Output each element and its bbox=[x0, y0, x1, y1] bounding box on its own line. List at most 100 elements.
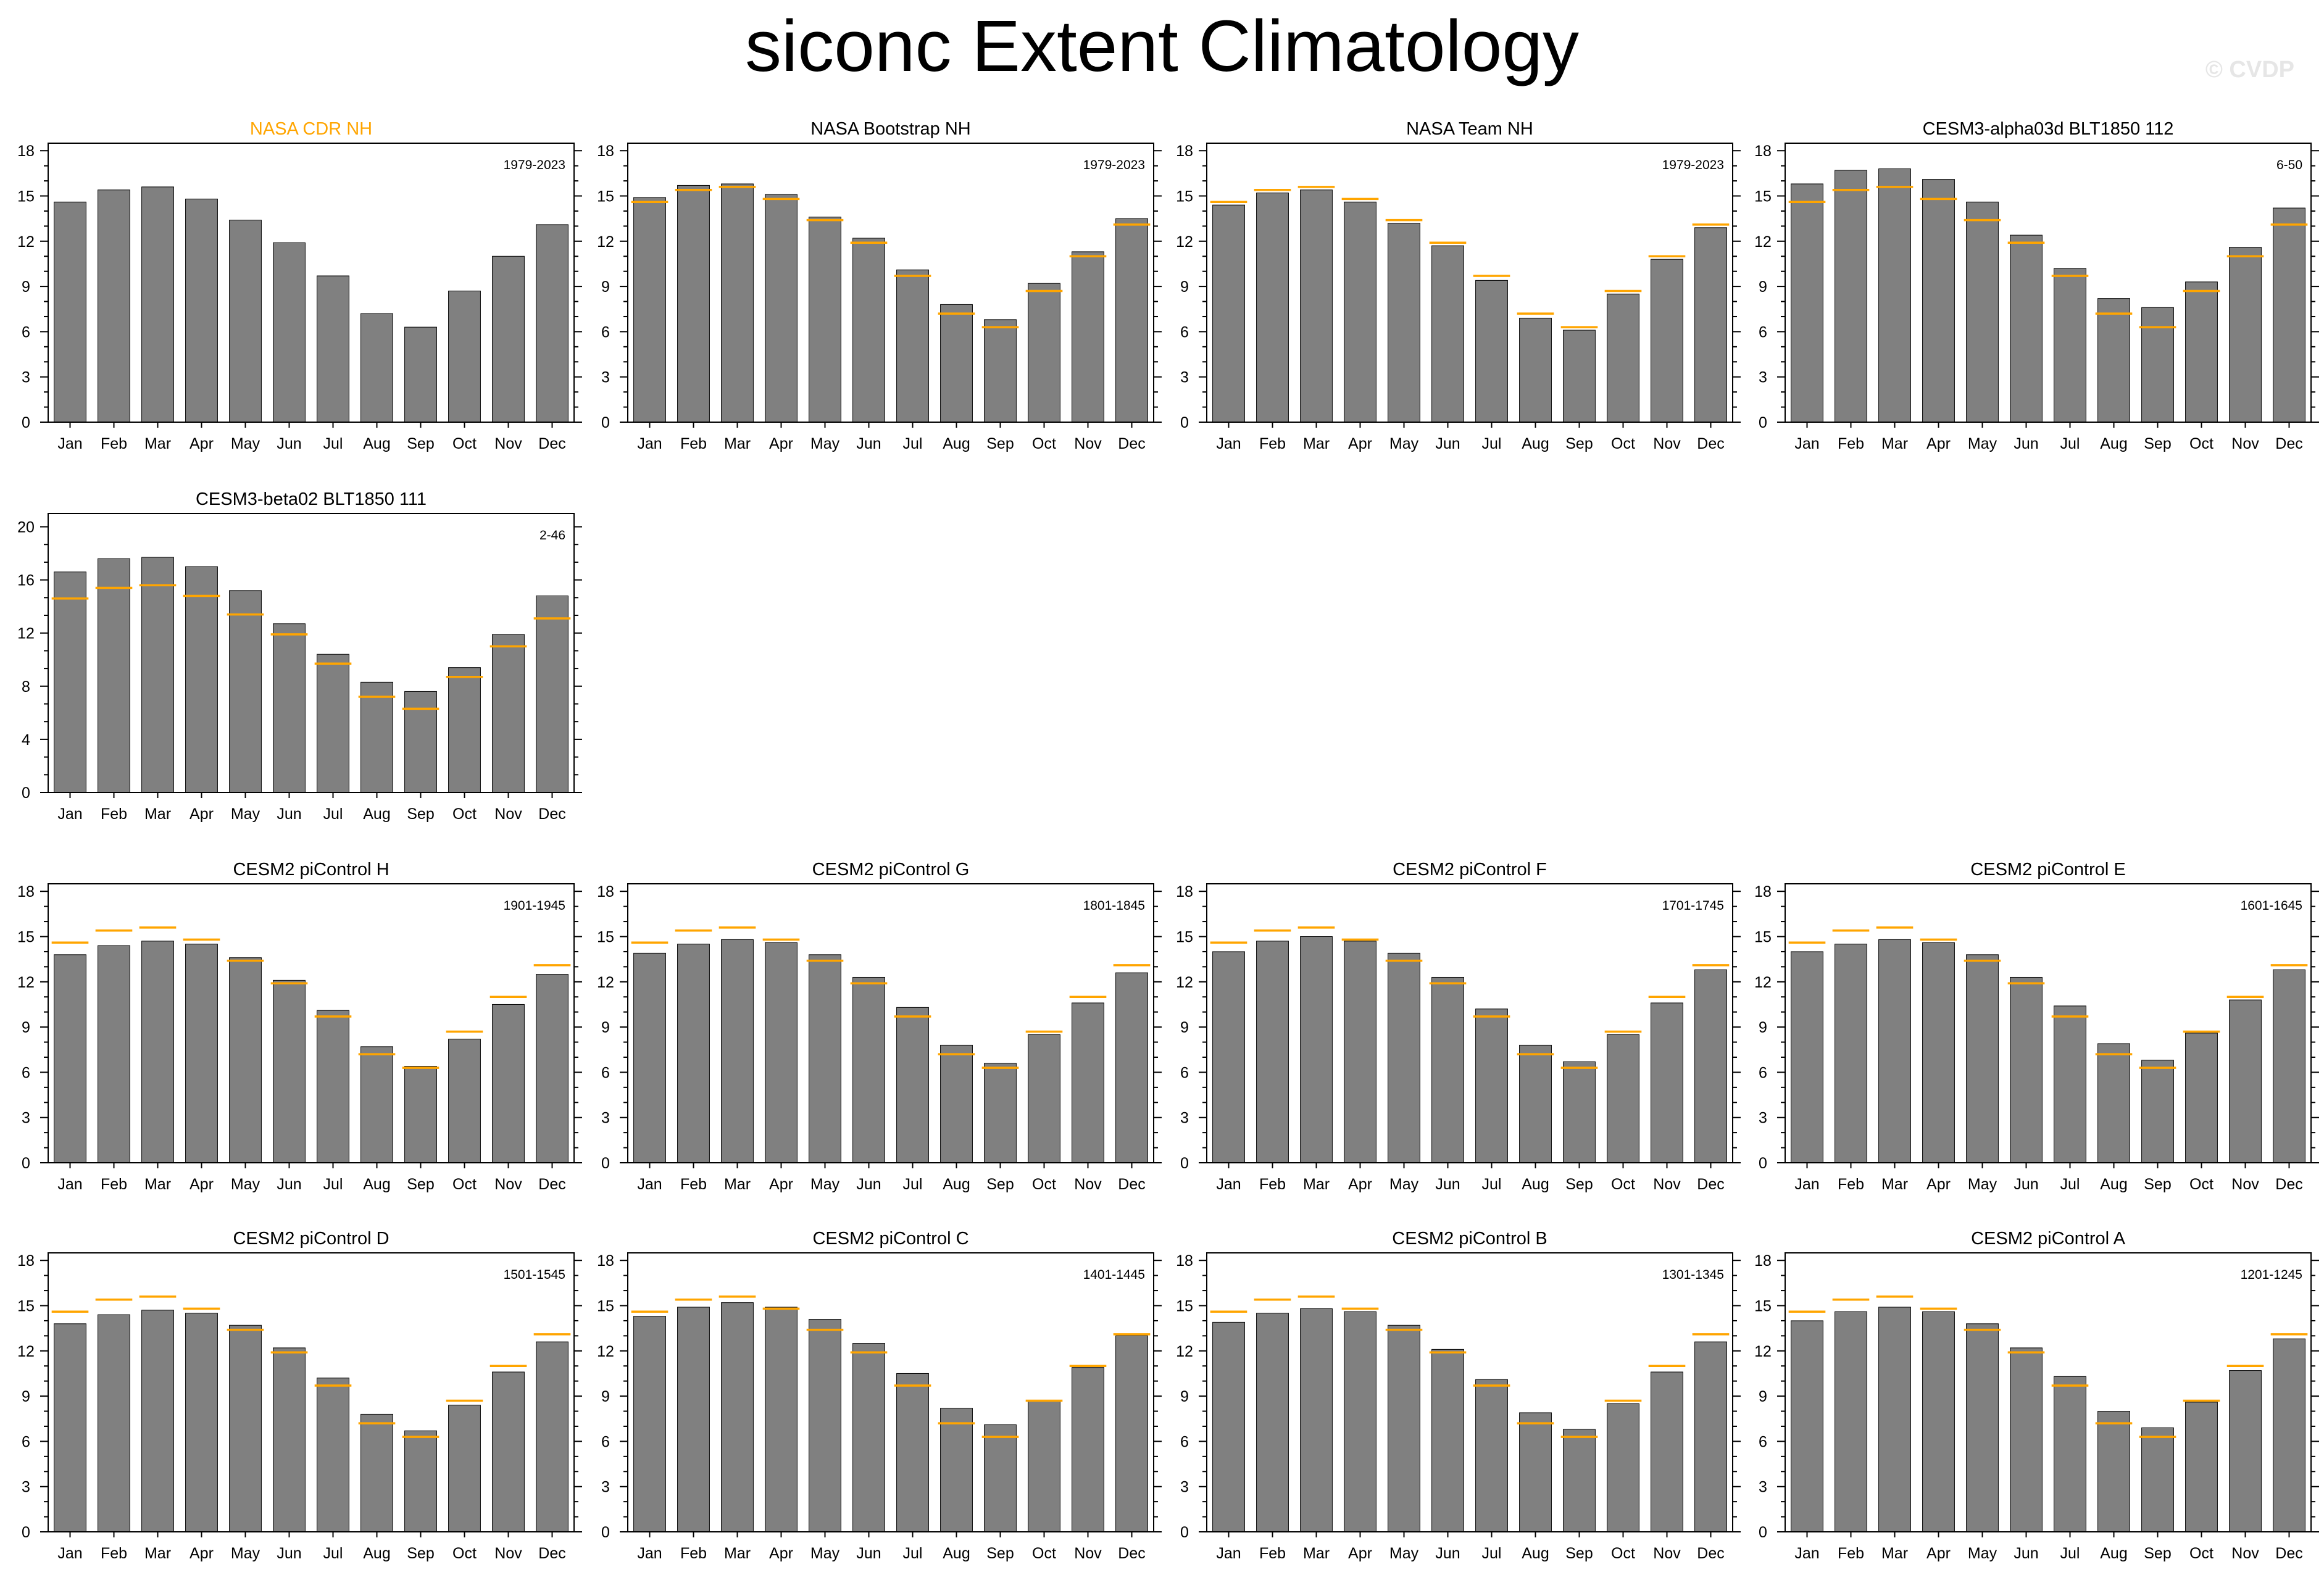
x-tick-label: Mar bbox=[1303, 435, 1330, 452]
period-label: 2-46 bbox=[539, 528, 565, 542]
x-tick-label: Dec bbox=[538, 1545, 565, 1562]
bar bbox=[1519, 1044, 1552, 1163]
bar bbox=[1115, 218, 1148, 423]
bar bbox=[2185, 281, 2218, 423]
x-tick-label: Oct bbox=[452, 805, 477, 823]
bar bbox=[1878, 1307, 1911, 1532]
bar bbox=[98, 1314, 130, 1532]
x-tick-label: Aug bbox=[363, 1176, 390, 1193]
y-tick-label: 12 bbox=[597, 233, 614, 251]
x-tick-label: Nov bbox=[1653, 1545, 1681, 1562]
x-tick-label: Aug bbox=[943, 1545, 970, 1562]
bar bbox=[273, 1347, 306, 1532]
y-tick-label: 9 bbox=[22, 1019, 30, 1036]
period-label: 1401-1445 bbox=[1083, 1268, 1145, 1282]
x-tick-label: Sep bbox=[986, 1545, 1014, 1562]
chart-panel: CESM2 piControl D 0 3 6 9 12 15 18 Jan Feb Mar Apr M… bbox=[17, 1229, 582, 1562]
x-tick-label: Aug bbox=[2100, 1545, 2127, 1562]
x-tick-label: Apr bbox=[1926, 435, 1951, 452]
x-tick-label: Feb bbox=[1838, 435, 1864, 452]
x-tick-label: May bbox=[231, 1545, 260, 1562]
y-tick-label: 20 bbox=[17, 519, 35, 536]
y-tick-label: 3 bbox=[601, 1110, 610, 1127]
x-tick-label: Jul bbox=[1482, 435, 1502, 452]
y-tick-label: 9 bbox=[1180, 1388, 1189, 1405]
bar bbox=[492, 634, 525, 793]
bar bbox=[1028, 1034, 1060, 1163]
bar bbox=[273, 242, 306, 423]
x-tick-label: Feb bbox=[101, 1545, 127, 1562]
y-tick-label: 6 bbox=[22, 323, 30, 341]
chart-panel: CESM3-beta02 BLT1850 111 0 4 8 12 16 20 Jan Feb M… bbox=[17, 489, 582, 823]
x-tick-label: Feb bbox=[101, 805, 127, 823]
y-tick-label: 15 bbox=[1754, 188, 1772, 206]
x-tick-label: Sep bbox=[1565, 435, 1593, 452]
y-tick-label: 9 bbox=[22, 278, 30, 296]
plot-frame bbox=[1206, 1252, 1733, 1532]
y-tick-label: 6 bbox=[1180, 1064, 1189, 1081]
bar bbox=[1694, 227, 1727, 423]
y-tick-label: 12 bbox=[597, 1343, 614, 1360]
bar bbox=[2097, 1043, 2130, 1163]
x-tick-label: Dec bbox=[2275, 1176, 2302, 1193]
y-tick-label: 0 bbox=[22, 784, 30, 802]
bar bbox=[536, 974, 569, 1163]
y-tick-label: 3 bbox=[1759, 1479, 1767, 1496]
bar bbox=[1607, 293, 1639, 423]
bar bbox=[2141, 1427, 2174, 1532]
x-tick-label: Jan bbox=[1794, 1176, 1819, 1193]
x-tick-label: Jul bbox=[2060, 1176, 2080, 1193]
bar bbox=[721, 939, 754, 1163]
y-tick-label: 6 bbox=[1180, 1433, 1189, 1450]
period-label: 1979-2023 bbox=[1083, 158, 1145, 172]
x-tick-label: Sep bbox=[2144, 435, 2171, 452]
x-tick-label: Nov bbox=[494, 1176, 522, 1193]
bar bbox=[1431, 245, 1464, 423]
bar bbox=[940, 304, 973, 423]
chart-title: CESM2 piControl B bbox=[1392, 1229, 1547, 1249]
y-tick-label: 18 bbox=[1754, 883, 1772, 900]
period-label: 6-50 bbox=[2276, 158, 2302, 172]
y-tick-label: 0 bbox=[22, 414, 30, 431]
x-tick-label: Feb bbox=[101, 435, 127, 452]
y-tick-label: 3 bbox=[1180, 1110, 1189, 1127]
y-tick-label: 18 bbox=[1176, 883, 1193, 900]
x-tick-label: Sep bbox=[986, 1176, 1014, 1193]
x-tick-label: Oct bbox=[1611, 1545, 1635, 1562]
bar bbox=[448, 1039, 481, 1163]
plot-frame bbox=[627, 143, 1154, 423]
period-label: 1901-1945 bbox=[504, 899, 565, 913]
x-tick-label: Oct bbox=[1032, 1545, 1056, 1562]
plot-frame bbox=[1206, 143, 1733, 423]
x-tick-label: Aug bbox=[1522, 1545, 1549, 1562]
x-tick-label: Dec bbox=[538, 435, 565, 452]
bar bbox=[185, 944, 218, 1163]
x-tick-label: Apr bbox=[769, 1176, 793, 1193]
chart-panel: CESM2 piControl F 0 3 6 9 12 15 18 Jan Feb Mar Apr M… bbox=[1176, 860, 1741, 1193]
y-tick-label: 0 bbox=[1759, 1524, 1767, 1541]
bar bbox=[317, 654, 349, 793]
bar bbox=[1694, 969, 1727, 1163]
plot-frame bbox=[627, 883, 1154, 1163]
x-tick-label: May bbox=[231, 435, 260, 452]
y-tick-label: 15 bbox=[1754, 929, 1772, 946]
plot-frame bbox=[48, 1252, 575, 1532]
x-tick-label: Jun bbox=[2014, 1545, 2038, 1562]
chart-panel: NASA CDR NH 0 3 6 9 12 15 18 Jan Feb Mar Apr May Jun J… bbox=[17, 119, 582, 452]
plot-frame bbox=[1206, 883, 1733, 1163]
x-tick-label: Jan bbox=[1794, 435, 1819, 452]
y-tick-label: 9 bbox=[1759, 278, 1767, 296]
y-tick-label: 18 bbox=[597, 1252, 614, 1270]
x-tick-label: Aug bbox=[1522, 435, 1549, 452]
bar bbox=[2273, 207, 2305, 423]
y-tick-label: 9 bbox=[1759, 1019, 1767, 1036]
y-tick-label: 0 bbox=[1759, 414, 1767, 431]
y-tick-label: 12 bbox=[17, 974, 35, 991]
y-tick-label: 12 bbox=[17, 1343, 35, 1360]
bar bbox=[1835, 944, 1867, 1163]
x-tick-label: Sep bbox=[1565, 1545, 1593, 1562]
bar bbox=[633, 952, 666, 1163]
x-tick-label: Sep bbox=[407, 805, 434, 823]
x-tick-label: May bbox=[810, 1545, 840, 1562]
x-tick-label: Jan bbox=[637, 1545, 662, 1562]
